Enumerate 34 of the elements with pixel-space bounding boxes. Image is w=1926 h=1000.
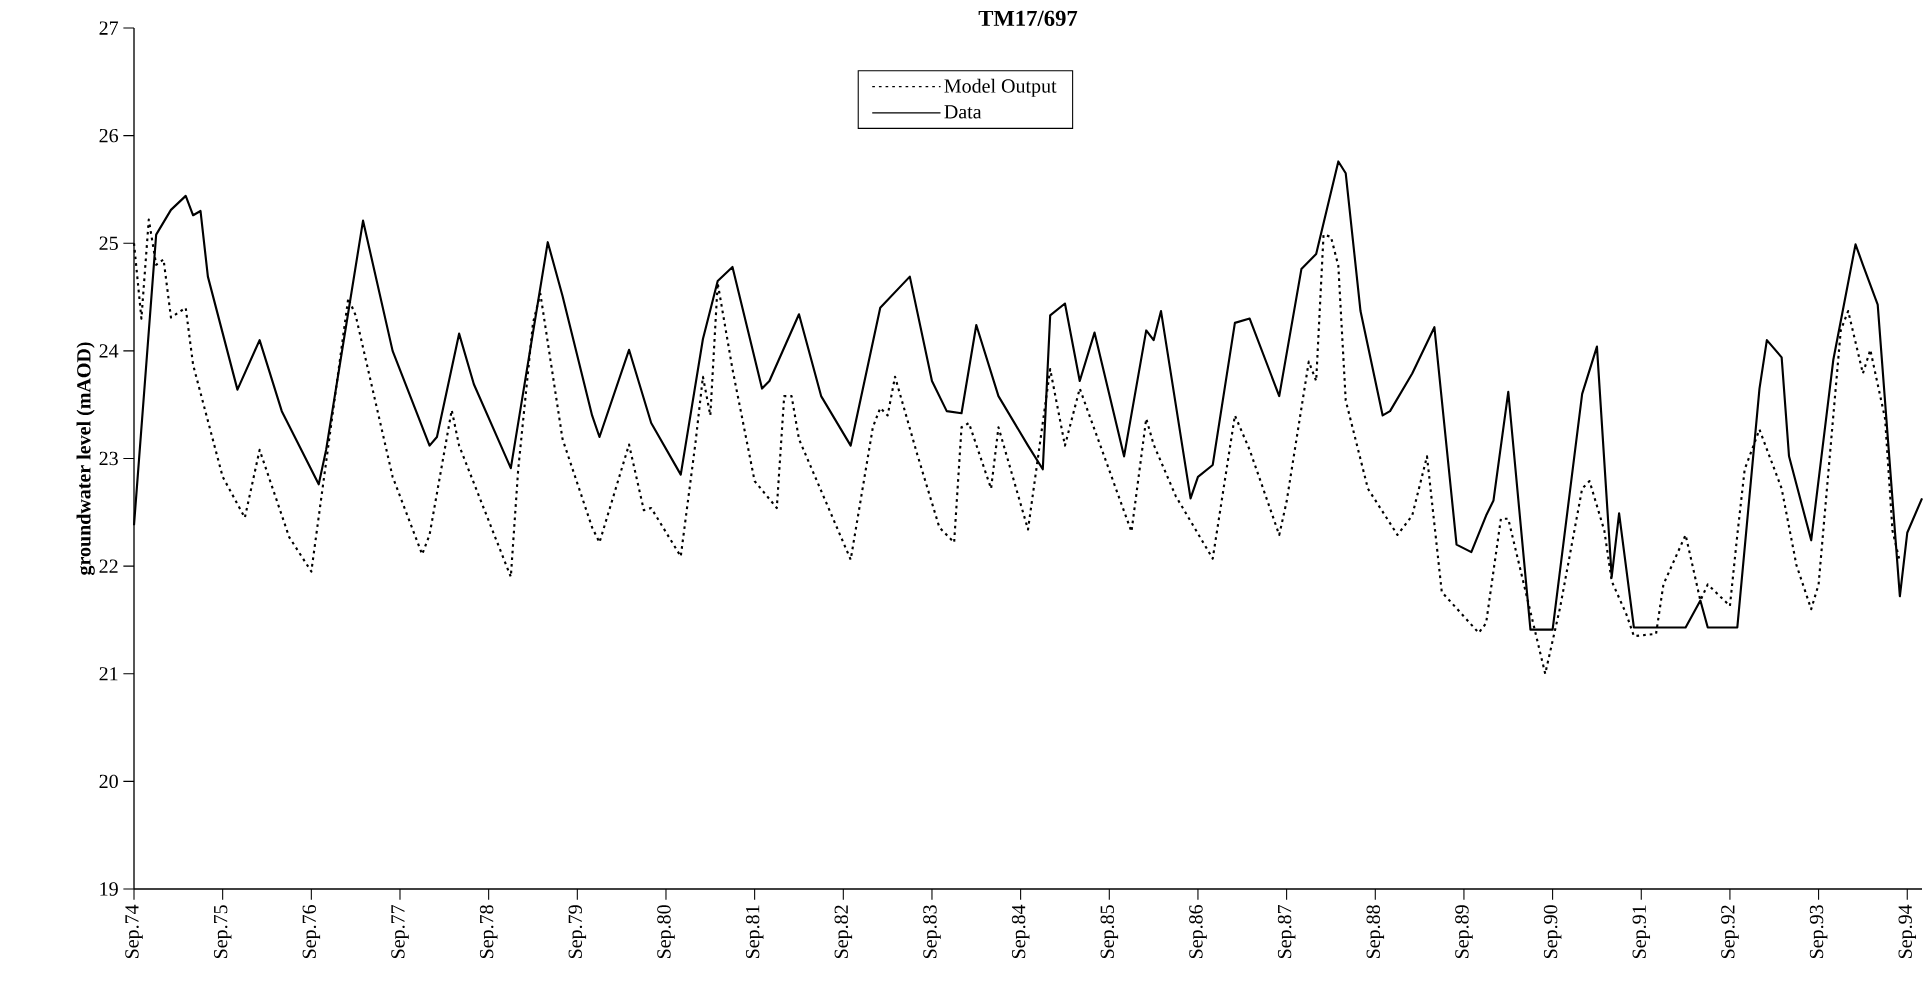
y-tick-label: 20 — [99, 774, 118, 789]
x-tick-label: Sep.76 — [302, 904, 321, 959]
x-tick-label: Sep.88 — [1366, 905, 1385, 959]
chart-title: TM17/697 — [978, 10, 1078, 26]
x-tick-label: Sep.79 — [568, 905, 587, 959]
x-tick-label: Sep.80 — [657, 905, 675, 959]
x-tick-label: Sep.74 — [125, 904, 143, 959]
x-tick-label: Sep.94 — [1898, 904, 1917, 959]
legend-label: Data — [944, 105, 982, 119]
x-tick-label: Sep.89 — [1455, 905, 1473, 959]
y-tick-label: 21 — [99, 667, 118, 681]
x-tick-label: Sep.86 — [1189, 904, 1207, 959]
legend-label: Model Output — [944, 78, 1057, 97]
x-tick-label: Sep.85 — [1100, 905, 1119, 959]
x-tick-label: Sep.83 — [923, 905, 941, 959]
x-tick-label: Sep.78 — [479, 905, 498, 959]
y-tick-label: 26 — [99, 128, 119, 143]
x-tick-label: Sep.90 — [1543, 905, 1562, 959]
y-axis-title: groundwater level (mAOD) — [76, 342, 95, 575]
y-tick-label: 22 — [99, 559, 118, 573]
x-tick-label: Sep.92 — [1721, 905, 1739, 959]
y-tick-label: 19 — [100, 882, 118, 896]
x-tick-label: Sep.82 — [834, 905, 853, 959]
y-tick-label: 24 — [99, 344, 119, 358]
y-tick-label: 27 — [99, 21, 119, 35]
x-tick-label: Sep.75 — [213, 905, 232, 959]
x-tick-label: Sep.77 — [391, 904, 409, 959]
y-tick-label: 23 — [99, 451, 118, 466]
x-tick-label: Sep.91 — [1632, 905, 1651, 959]
x-tick-label: Sep.93 — [1809, 905, 1828, 959]
y-tick-label: 25 — [99, 236, 118, 250]
x-tick-label: Sep.84 — [1011, 904, 1030, 959]
x-tick-label: Sep.87 — [1277, 904, 1296, 959]
x-tick-label: Sep.81 — [745, 905, 764, 959]
